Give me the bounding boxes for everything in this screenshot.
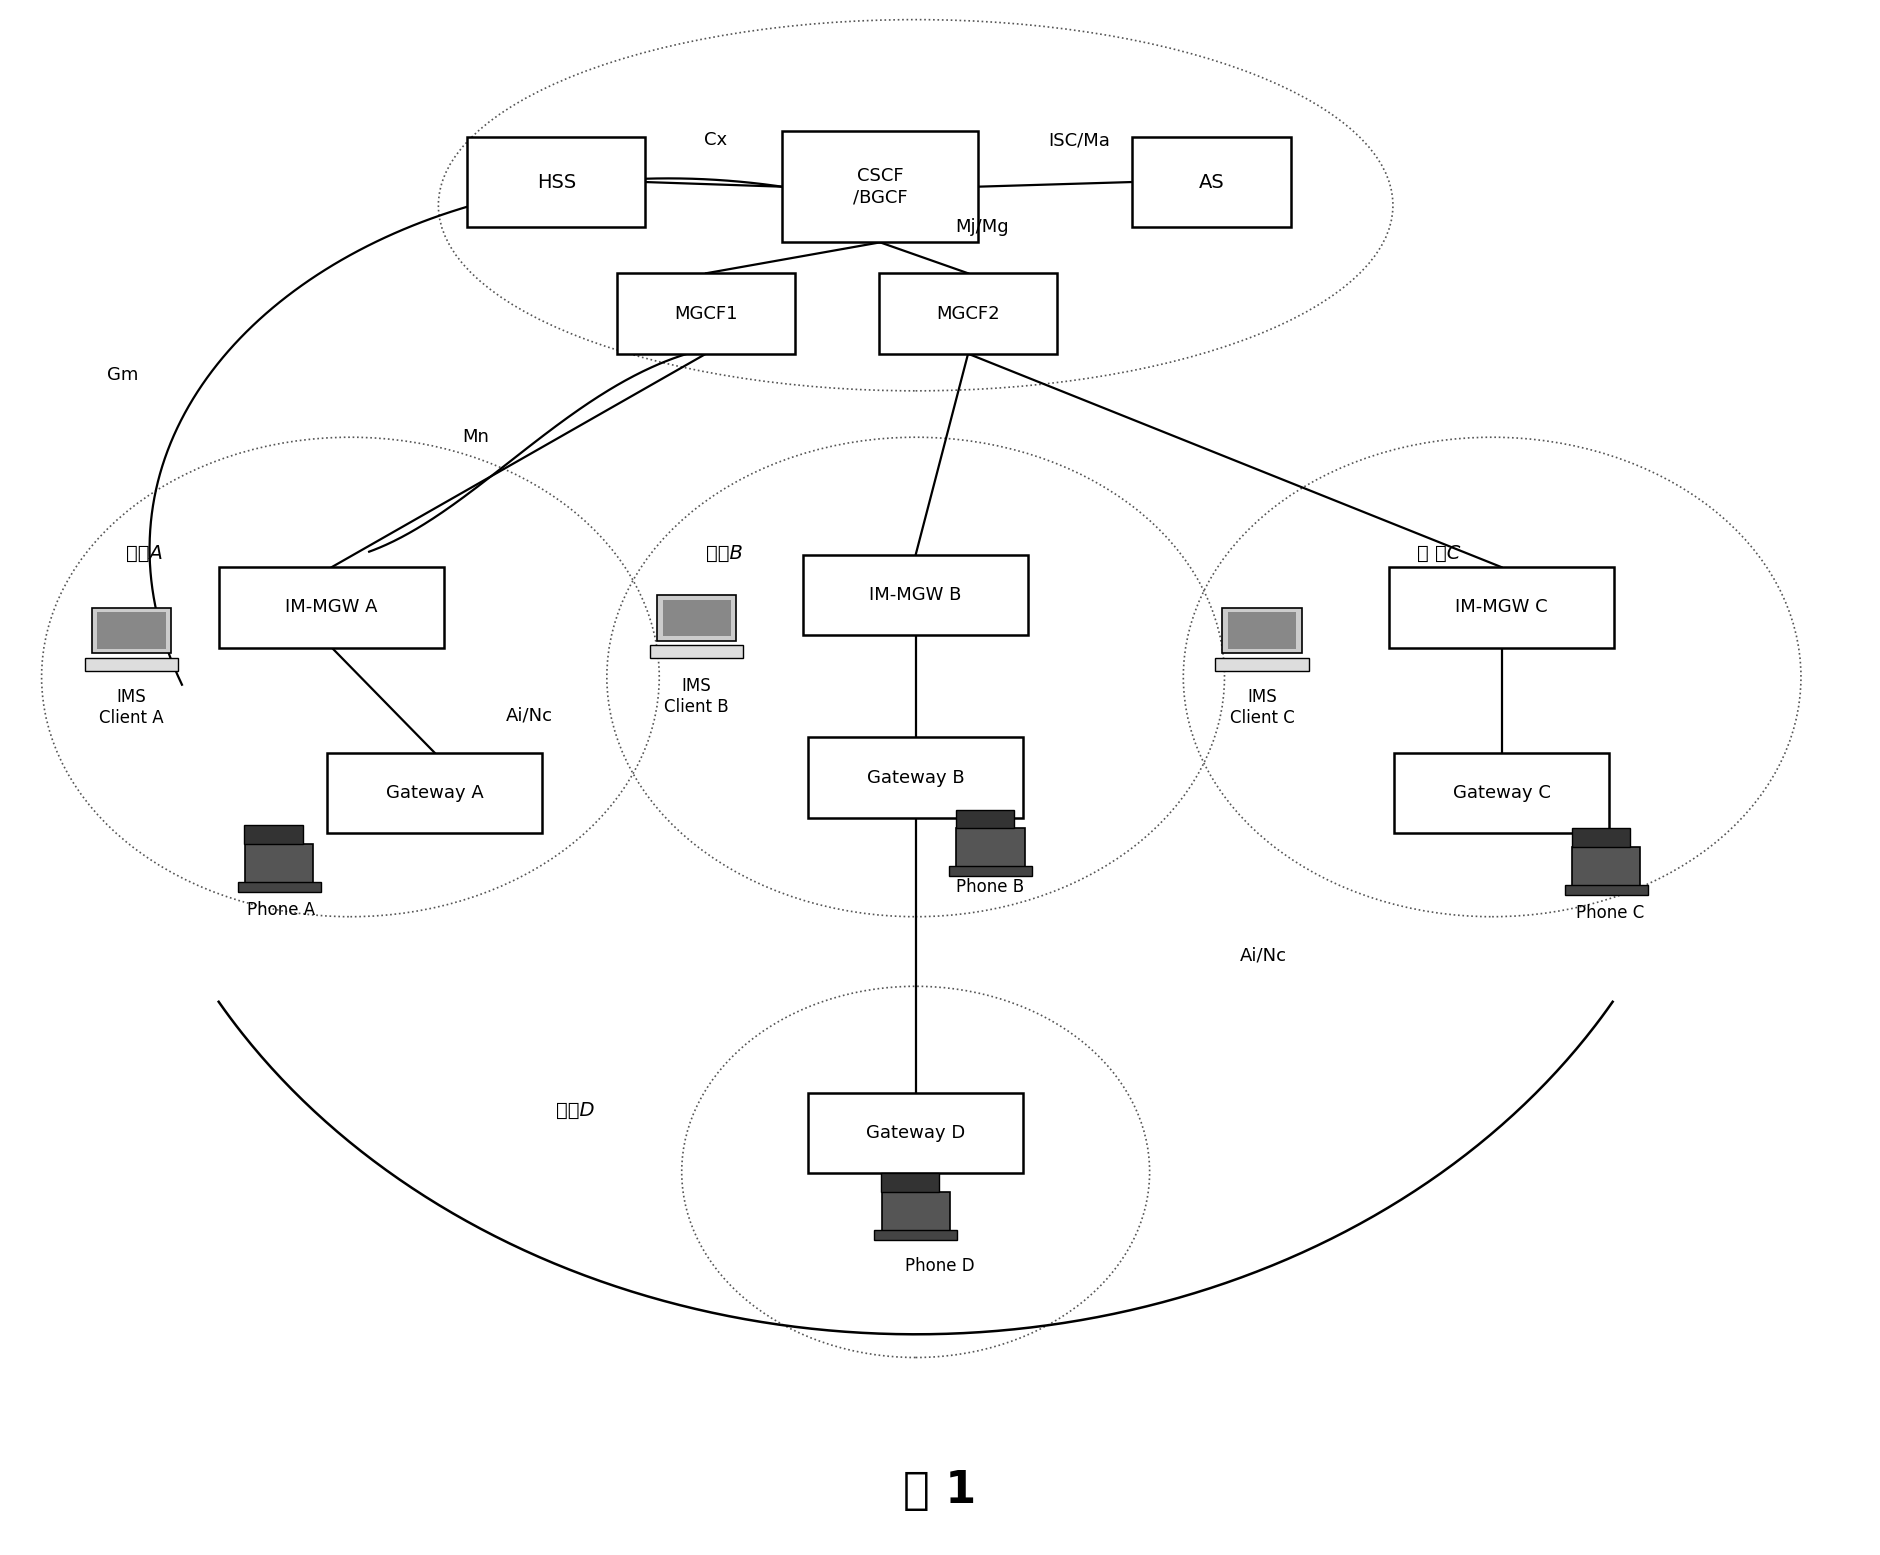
Text: MGCF2: MGCF2: [936, 305, 1000, 322]
Text: 图 1: 图 1: [904, 1469, 976, 1511]
Text: 区 域C: 区 域C: [1418, 544, 1461, 563]
FancyBboxPatch shape: [1228, 613, 1295, 648]
FancyBboxPatch shape: [882, 1191, 949, 1233]
Text: Mn: Mn: [462, 428, 489, 446]
FancyBboxPatch shape: [468, 137, 645, 227]
FancyBboxPatch shape: [1132, 137, 1292, 227]
Text: Phone D: Phone D: [904, 1256, 976, 1275]
Text: Cx: Cx: [703, 131, 728, 149]
Text: Gateway B: Gateway B: [867, 768, 964, 787]
FancyBboxPatch shape: [98, 613, 165, 648]
Text: IMS
Client A: IMS Client A: [100, 687, 164, 726]
FancyBboxPatch shape: [244, 826, 303, 844]
FancyBboxPatch shape: [239, 882, 321, 893]
FancyBboxPatch shape: [949, 866, 1032, 877]
FancyBboxPatch shape: [803, 555, 1028, 634]
FancyBboxPatch shape: [617, 274, 795, 353]
Text: AS: AS: [1199, 173, 1224, 191]
FancyBboxPatch shape: [85, 658, 179, 670]
Text: HSS: HSS: [536, 173, 575, 191]
FancyBboxPatch shape: [882, 1172, 940, 1191]
FancyBboxPatch shape: [955, 810, 1013, 829]
Text: Gm: Gm: [107, 367, 139, 384]
Text: IM-MGW B: IM-MGW B: [869, 586, 963, 603]
FancyBboxPatch shape: [1393, 753, 1609, 833]
FancyBboxPatch shape: [1214, 658, 1308, 670]
FancyBboxPatch shape: [808, 737, 1023, 818]
Text: IMS
Client C: IMS Client C: [1230, 687, 1293, 726]
Text: IMS
Client B: IMS Client B: [664, 676, 729, 715]
Text: Phone C: Phone C: [1575, 905, 1645, 922]
Text: MGCF1: MGCF1: [675, 305, 737, 322]
Text: IM-MGW A: IM-MGW A: [286, 599, 378, 616]
FancyBboxPatch shape: [662, 600, 731, 636]
FancyBboxPatch shape: [880, 274, 1057, 353]
FancyBboxPatch shape: [1572, 847, 1641, 888]
FancyBboxPatch shape: [656, 596, 737, 641]
Text: Gateway C: Gateway C: [1453, 784, 1551, 802]
Text: IM-MGW C: IM-MGW C: [1455, 599, 1547, 616]
Text: Phone A: Phone A: [246, 902, 316, 919]
FancyBboxPatch shape: [1389, 568, 1613, 647]
FancyBboxPatch shape: [957, 829, 1025, 869]
FancyBboxPatch shape: [244, 844, 314, 885]
Text: CSCF
/BGCF: CSCF /BGCF: [854, 168, 908, 207]
FancyBboxPatch shape: [874, 1230, 957, 1239]
Text: Mj/Mg: Mj/Mg: [955, 218, 1008, 236]
FancyBboxPatch shape: [220, 568, 444, 647]
FancyBboxPatch shape: [650, 645, 743, 658]
FancyBboxPatch shape: [1572, 829, 1630, 847]
Text: Gateway A: Gateway A: [385, 784, 483, 802]
Text: 区域A: 区域A: [126, 544, 164, 563]
Text: Gateway D: Gateway D: [867, 1124, 964, 1143]
FancyBboxPatch shape: [327, 753, 541, 833]
FancyBboxPatch shape: [1222, 608, 1301, 653]
Text: Ai/Nc: Ai/Nc: [506, 706, 553, 725]
Text: ISC/Ma: ISC/Ma: [1049, 131, 1111, 149]
Text: Phone B: Phone B: [957, 879, 1025, 896]
Text: Ai/Nc: Ai/Nc: [1239, 947, 1286, 964]
FancyBboxPatch shape: [808, 1093, 1023, 1174]
FancyBboxPatch shape: [1564, 885, 1647, 896]
FancyBboxPatch shape: [782, 131, 978, 243]
FancyBboxPatch shape: [92, 608, 171, 653]
Text: 区域B: 区域B: [707, 544, 743, 563]
Text: 区域D: 区域D: [556, 1101, 594, 1120]
